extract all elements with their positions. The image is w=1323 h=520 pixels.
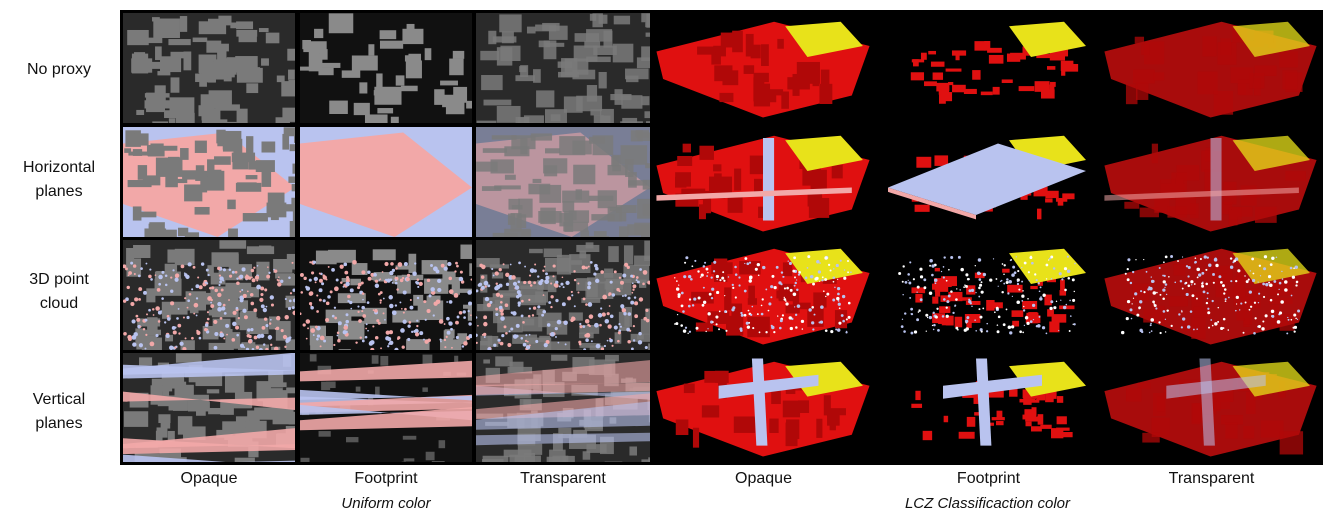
tile-horizontal-planes-uniform-footprint [300,127,472,237]
col-label-uniform-transparent: Transparent [520,470,606,487]
tile-horizontal-planes-lcz-footprint [877,127,1097,237]
render-image-no-proxy-uniform-footprint [300,13,472,123]
render-image-point-cloud-uniform-footprint [300,240,472,350]
render-image-horizontal-planes-uniform-opaque [123,127,295,237]
row-label-vertical-planes: Vertical planes [32,391,86,432]
tile-point-cloud-uniform-transparent [476,240,650,350]
group-label-lcz-color: LCZ Classificaction color [904,495,1071,512]
tile-no-proxy-uniform-footprint [300,13,472,123]
render-image-vertical-planes-lcz-footprint [877,353,1097,462]
render-grid [120,10,1323,465]
tile-no-proxy-lcz-footprint [877,13,1097,123]
tile-vertical-planes-uniform-footprint [300,353,472,462]
tile-no-proxy-uniform-opaque [123,13,295,123]
render-image-vertical-planes-lcz-transparent [1100,353,1321,462]
tile-no-proxy-uniform-transparent [476,13,650,123]
render-image-vertical-planes-lcz-opaque [652,353,874,462]
render-image-horizontal-planes-lcz-transparent [1100,127,1321,237]
render-image-no-proxy-lcz-transparent [1100,13,1321,123]
render-image-point-cloud-lcz-opaque [652,240,874,350]
group-label-uniform-color: Uniform color [341,495,431,512]
col-label-lcz-footprint: Footprint [956,470,1021,487]
tile-point-cloud-uniform-opaque [123,240,295,350]
render-image-vertical-planes-uniform-transparent [476,353,650,462]
col-label-uniform-opaque: Opaque [180,470,238,487]
render-image-horizontal-planes-uniform-transparent [476,127,650,237]
tile-point-cloud-uniform-footprint [300,240,472,350]
render-image-no-proxy-lcz-footprint [877,13,1097,123]
tile-horizontal-planes-uniform-transparent [476,127,650,237]
row-label-point-cloud: 3D point cloud [29,271,89,312]
tile-point-cloud-lcz-footprint [877,240,1097,350]
tile-horizontal-planes-lcz-transparent [1100,127,1321,237]
render-image-point-cloud-uniform-transparent [476,240,650,350]
render-image-vertical-planes-uniform-opaque [123,353,295,462]
tile-horizontal-planes-lcz-opaque [652,127,874,237]
render-image-point-cloud-lcz-transparent [1100,240,1321,350]
render-image-no-proxy-uniform-transparent [476,13,650,123]
render-image-horizontal-planes-lcz-opaque [652,127,874,237]
col-label-lcz-transparent: Transparent [1168,470,1255,487]
tile-vertical-planes-lcz-opaque [652,353,874,462]
render-image-vertical-planes-uniform-footprint [300,353,472,462]
render-image-horizontal-planes-lcz-footprint [877,127,1097,237]
col-label-lcz-opaque: Opaque [735,470,792,487]
row-label-horizontal-planes: Horizontal planes [22,159,96,200]
tile-no-proxy-lcz-opaque [652,13,874,123]
render-image-no-proxy-lcz-opaque [652,13,874,123]
tile-horizontal-planes-uniform-opaque [123,127,295,237]
tile-point-cloud-lcz-transparent [1100,240,1321,350]
col-label-uniform-footprint: Footprint [354,470,418,487]
tile-no-proxy-lcz-transparent [1100,13,1321,123]
render-image-no-proxy-uniform-opaque [123,13,295,123]
row-label-no-proxy: No proxy [26,61,92,78]
tile-vertical-planes-lcz-transparent [1100,353,1321,462]
tile-vertical-planes-uniform-opaque [123,353,295,462]
tile-vertical-planes-uniform-transparent [476,353,650,462]
tile-vertical-planes-lcz-footprint [877,353,1097,462]
render-image-point-cloud-uniform-opaque [123,240,295,350]
render-image-horizontal-planes-uniform-footprint [300,127,472,237]
render-image-point-cloud-lcz-footprint [877,240,1097,350]
tile-point-cloud-lcz-opaque [652,240,874,350]
